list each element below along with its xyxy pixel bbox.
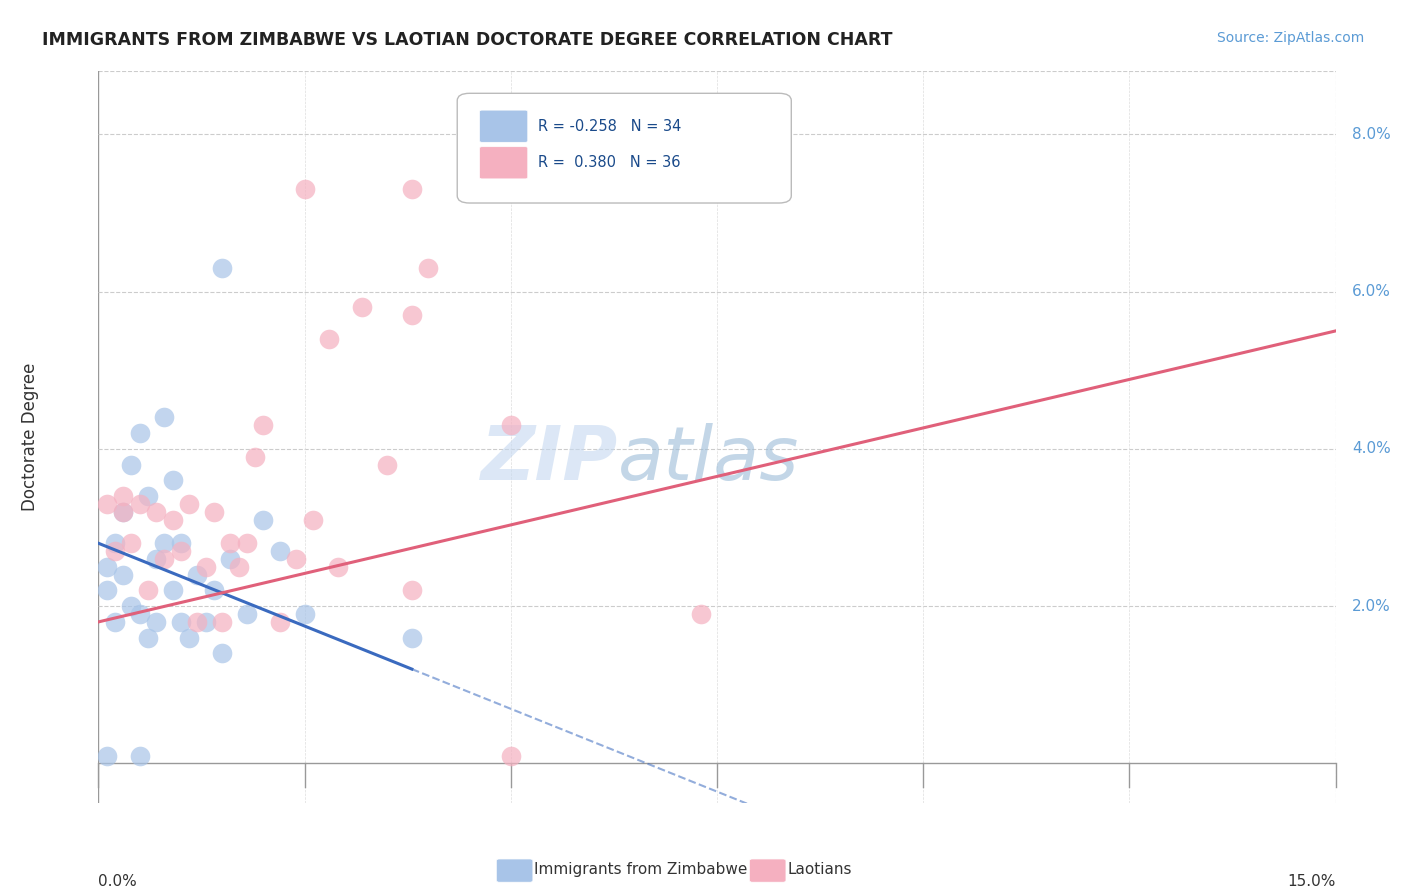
Point (318, 332, 340, 346)
Point (179, 497, 201, 511)
Point (112, 567, 135, 582)
Point (128, 748, 150, 763)
Point (401, 308, 423, 322)
Point (104, 536, 127, 550)
Point (153, 410, 176, 425)
Point (120, 458, 142, 472)
FancyBboxPatch shape (479, 146, 527, 179)
Point (186, 567, 208, 582)
Point (179, 631, 201, 645)
Point (128, 607, 150, 621)
Text: ZIP: ZIP (481, 423, 619, 496)
Point (243, 450, 266, 464)
Point (294, 182, 316, 196)
Point (104, 615, 127, 629)
Point (418, 260, 440, 275)
Text: Laotians: Laotians (787, 863, 852, 877)
Text: 6.0%: 6.0% (1353, 284, 1391, 299)
Point (401, 182, 423, 196)
Point (236, 607, 259, 621)
Point (219, 552, 242, 566)
Text: 2.0%: 2.0% (1353, 599, 1391, 614)
Point (219, 536, 242, 550)
Point (401, 583, 423, 598)
Point (499, 748, 522, 763)
Point (228, 559, 250, 574)
Point (128, 426, 150, 441)
Point (112, 489, 135, 503)
Point (401, 631, 423, 645)
Point (252, 418, 274, 433)
Point (128, 497, 150, 511)
Point (194, 615, 217, 629)
Text: atlas: atlas (619, 423, 800, 495)
Point (120, 536, 142, 550)
Point (96, 559, 118, 574)
Text: 4.0%: 4.0% (1353, 442, 1391, 457)
Point (194, 559, 217, 574)
Text: 0.0%: 0.0% (98, 873, 138, 888)
Point (170, 615, 193, 629)
Point (302, 513, 325, 527)
Point (269, 615, 291, 629)
Text: Immigrants from Zimbabwe: Immigrants from Zimbabwe (534, 863, 748, 877)
Point (202, 583, 225, 598)
Text: R =  0.380   N = 36: R = 0.380 N = 36 (537, 155, 681, 170)
Point (96, 748, 118, 763)
Point (120, 599, 142, 614)
Point (252, 513, 274, 527)
Point (153, 536, 176, 550)
Point (104, 544, 127, 558)
Point (162, 513, 184, 527)
Point (153, 552, 176, 566)
Text: Source: ZipAtlas.com: Source: ZipAtlas.com (1216, 31, 1364, 45)
Point (136, 583, 159, 598)
Point (499, 418, 522, 433)
FancyBboxPatch shape (457, 94, 792, 203)
Point (96, 583, 118, 598)
Text: R = -0.258   N = 34: R = -0.258 N = 34 (537, 119, 681, 134)
Point (112, 505, 135, 519)
Point (211, 260, 233, 275)
Point (136, 489, 159, 503)
Point (145, 552, 167, 566)
Point (186, 615, 208, 629)
Point (170, 536, 193, 550)
Text: 8.0%: 8.0% (1353, 127, 1391, 142)
Point (294, 607, 316, 621)
Text: 15.0%: 15.0% (1288, 873, 1336, 888)
Point (236, 536, 259, 550)
Text: IMMIGRANTS FROM ZIMBABWE VS LAOTIAN DOCTORATE DEGREE CORRELATION CHART: IMMIGRANTS FROM ZIMBABWE VS LAOTIAN DOCT… (42, 31, 893, 49)
Point (96, 497, 118, 511)
Point (162, 473, 184, 487)
FancyBboxPatch shape (479, 110, 527, 143)
Text: Doctorate Degree: Doctorate Degree (21, 363, 39, 511)
Point (285, 552, 308, 566)
Point (145, 505, 167, 519)
Point (326, 559, 349, 574)
Point (170, 544, 193, 558)
Point (269, 544, 291, 558)
Point (211, 646, 233, 660)
Point (352, 301, 374, 315)
Point (211, 615, 233, 629)
Point (162, 583, 184, 598)
Point (136, 631, 159, 645)
Point (145, 615, 167, 629)
Point (202, 505, 225, 519)
Point (689, 607, 711, 621)
Point (112, 505, 135, 519)
Point (375, 458, 398, 472)
